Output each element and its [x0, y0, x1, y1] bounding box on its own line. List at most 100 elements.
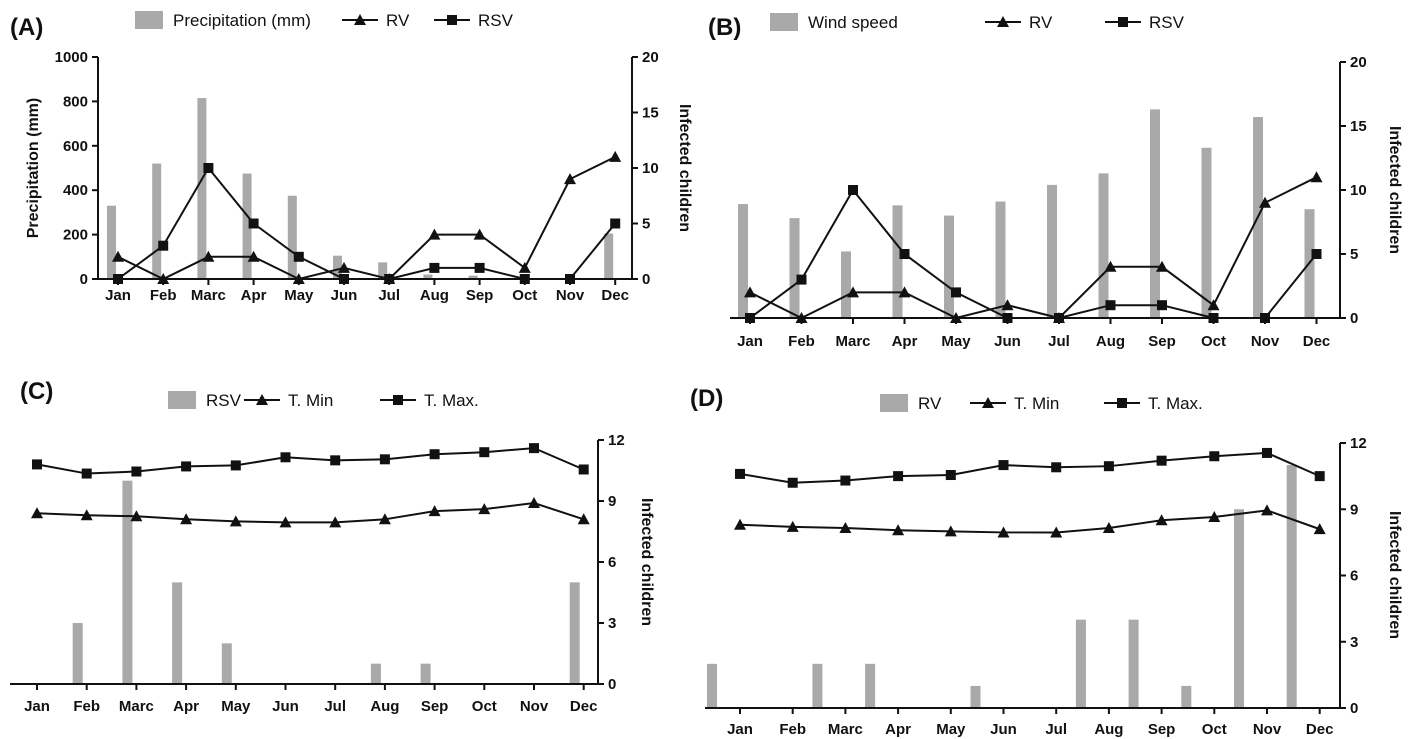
- point-t-max-: [945, 470, 956, 481]
- x-tick-label: May: [941, 333, 971, 350]
- point-t-max-: [479, 447, 490, 458]
- point-rsv: [293, 251, 304, 262]
- right-y-tick-label: 0: [608, 676, 616, 693]
- x-tick-label: Jul: [324, 698, 346, 715]
- point-rv: [428, 228, 441, 240]
- legend-label: RSV: [478, 11, 514, 30]
- point-t-min: [130, 510, 143, 522]
- point-t-min: [577, 513, 590, 525]
- right-axis-label: Infected children: [1386, 511, 1403, 639]
- point-t-max-: [787, 477, 798, 488]
- legend-marker: [256, 394, 268, 405]
- point-rv: [247, 250, 260, 262]
- x-tick-label: Marc: [835, 333, 870, 350]
- point-t-max-: [529, 443, 539, 454]
- right-axis-label: Infected children: [676, 104, 693, 232]
- bar-jan: [707, 663, 717, 708]
- x-tick-label: Sep: [466, 287, 494, 304]
- point-rsv: [951, 287, 961, 298]
- x-tick-label: Marc: [119, 698, 154, 715]
- series-line-rv: [117, 156, 616, 281]
- x-tick-label: Nov: [520, 698, 549, 715]
- x-tick-label: May: [284, 287, 314, 304]
- point-t-min: [1155, 514, 1168, 526]
- series-line-rsv: [117, 166, 616, 280]
- point-t-min: [329, 516, 342, 528]
- bar-sep: [468, 275, 478, 279]
- legend-label: Precipitation (mm): [173, 11, 311, 30]
- left-y-tick-label: 400: [63, 182, 88, 199]
- point-t-min: [944, 525, 957, 537]
- legend: Precipitation (mm) RV RSV: [135, 11, 514, 30]
- bar-dec: [1286, 465, 1297, 708]
- point-rv: [202, 250, 215, 262]
- bar-may: [287, 195, 297, 279]
- point-rv: [1104, 260, 1117, 272]
- right-y-tick-label: 12: [1350, 435, 1367, 452]
- right-y-tick-label: 20: [642, 49, 659, 66]
- bar-sep: [420, 663, 431, 684]
- point-rsv: [429, 262, 440, 273]
- right-y-tick-label: 0: [1350, 700, 1358, 717]
- x-tick-label: Marc: [828, 721, 863, 738]
- series-line-t-min: [739, 509, 1321, 534]
- x-tick-label: Dec: [1306, 721, 1334, 738]
- right-y-tick-label: 0: [642, 271, 650, 288]
- legend-marker: [982, 397, 994, 408]
- panel-d: (D) Jan Feb Marc Apr May Jun Jul Aug Sep Oct Nov Dec…: [690, 385, 1403, 738]
- panel-a: (A) Jan Feb Marc Apr May Jun Jul Aug Sep Oct Nov Dec…: [10, 11, 693, 304]
- x-tick-label: Dec: [1303, 333, 1331, 350]
- point-t-min: [1208, 510, 1221, 522]
- panel-b: (B) Jan Feb Marc Apr May Jun Jul Aug Sep Oct Nov Dec…: [708, 13, 1403, 350]
- bar-may: [944, 215, 954, 318]
- point-rsv: [1157, 300, 1167, 311]
- point-t-max-: [1156, 455, 1167, 466]
- x-tick-label: Feb: [73, 698, 100, 715]
- bar-feb: [789, 218, 800, 318]
- bar-oct: [1201, 147, 1212, 318]
- point-t-min: [528, 497, 540, 509]
- bar-may: [221, 643, 232, 684]
- legend-swatch-bar: [135, 11, 163, 29]
- legend-label: RV: [1029, 13, 1053, 32]
- right-y-tick-label: 15: [642, 105, 659, 122]
- left-y-tick-label: 0: [80, 271, 88, 288]
- legend: RSV T. Min T. Max.: [168, 391, 479, 410]
- legend: RV T. Min T. Max.: [880, 394, 1203, 413]
- series-line-t-max-: [36, 447, 585, 475]
- legend: Wind speed RV RSV: [770, 13, 1185, 32]
- point-t-max-: [429, 449, 440, 460]
- point-t-min: [1313, 523, 1326, 535]
- x-tick-label: Apr: [885, 721, 911, 738]
- legend-label: T. Min: [1014, 394, 1059, 413]
- bar-jan: [107, 205, 116, 279]
- x-tick-label: Aug: [1094, 721, 1123, 738]
- point-rsv: [1311, 249, 1322, 259]
- legend-marker: [393, 395, 403, 405]
- left-y-tick-label: 800: [63, 93, 88, 110]
- bar-jul: [1047, 184, 1057, 318]
- series-line-rsv: [749, 188, 1318, 319]
- x-tick-label: Jun: [272, 698, 299, 715]
- point-t-min: [80, 509, 93, 521]
- bar-marc: [812, 663, 823, 708]
- right-y-tick-label: 3: [1350, 634, 1358, 651]
- point-rsv: [610, 218, 621, 229]
- left-axis-label: Precipitation (mm): [25, 98, 42, 238]
- legend-swatch-bar: [168, 391, 196, 409]
- x-tick-label: May: [221, 698, 251, 715]
- bar-dec: [569, 582, 580, 684]
- point-t-max-: [1103, 461, 1114, 472]
- right-y-tick-label: 15: [1350, 118, 1367, 135]
- bar-marc: [841, 251, 851, 318]
- point-rv: [112, 250, 124, 262]
- x-tick-label: Sep: [1148, 721, 1176, 738]
- x-tick-label: Oct: [512, 287, 537, 304]
- point-rv: [1259, 196, 1271, 208]
- x-tick-label: Aug: [370, 698, 399, 715]
- legend-marker: [997, 16, 1009, 27]
- bar-marc: [197, 98, 207, 279]
- bar-apr: [242, 173, 252, 279]
- legend-marker: [1117, 398, 1127, 408]
